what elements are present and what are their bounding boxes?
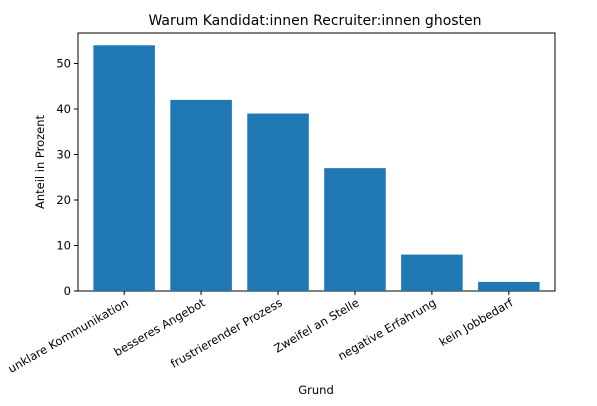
y-axis-label: Anteil in Prozent xyxy=(33,114,47,209)
chart-title: Warum Kandidat:innen Recruiter:innen gho… xyxy=(148,13,481,29)
y-tick-label: 30 xyxy=(56,147,71,161)
y-tick-label: 0 xyxy=(64,284,71,298)
plot-area-frame xyxy=(77,32,556,292)
x-tick-label: kein Jobbedarf xyxy=(437,295,516,349)
y-tick-label: 40 xyxy=(56,102,71,116)
y-tick-label: 20 xyxy=(56,193,71,207)
bar xyxy=(247,113,309,292)
bar xyxy=(170,99,232,291)
bar xyxy=(93,45,155,292)
x-tick-label: unklare Kommunikation xyxy=(6,295,131,375)
bar xyxy=(478,281,540,291)
bar xyxy=(324,168,386,291)
x-axis-label: Grund xyxy=(298,383,334,397)
bar xyxy=(401,254,463,291)
y-tick-label: 50 xyxy=(56,56,71,70)
y-tick-label: 10 xyxy=(56,238,71,252)
